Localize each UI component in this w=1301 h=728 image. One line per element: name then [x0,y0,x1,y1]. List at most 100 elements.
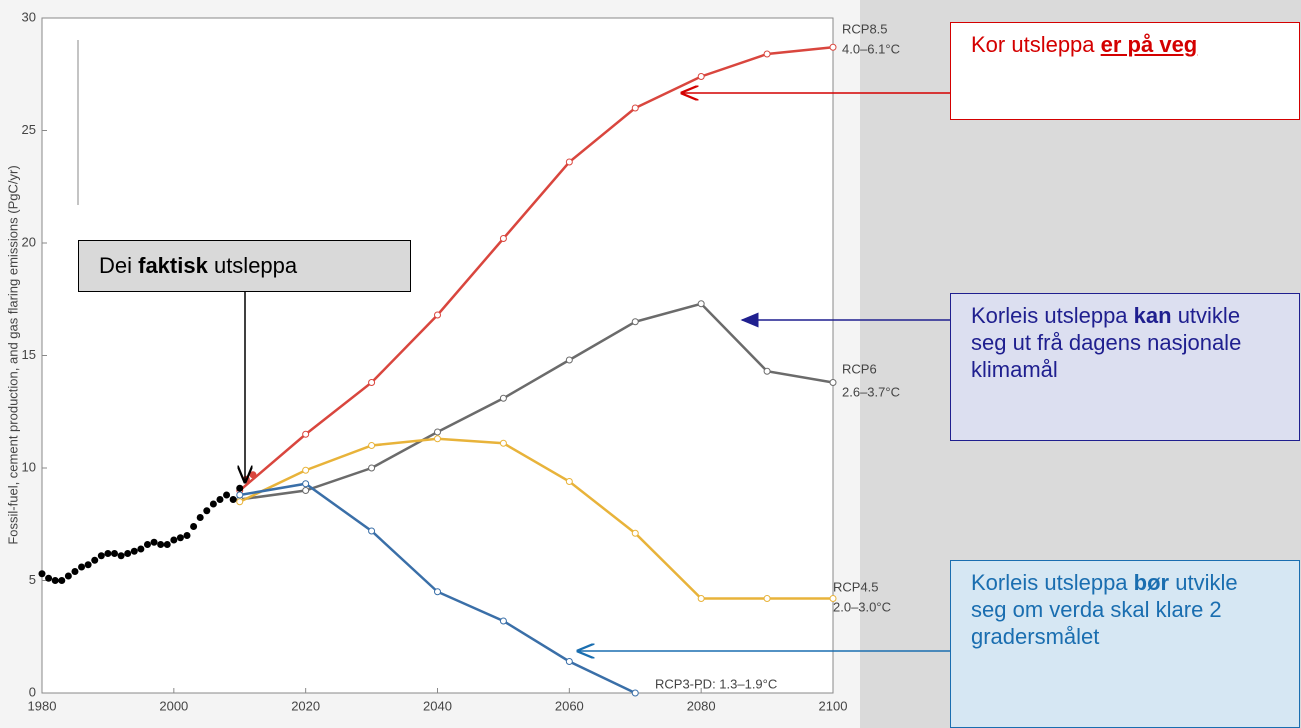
data-point [229,496,237,503]
annotation-text: kan [1133,303,1172,328]
data-point [302,480,310,488]
data-point [368,464,376,472]
series-label: RCP4.5 [833,579,879,594]
data-point [130,547,138,555]
data-point [368,442,376,449]
y-tick-label: 0 [29,684,36,699]
data-point [697,300,705,308]
data-point [631,689,639,697]
data-point [763,595,771,602]
data-point [499,235,507,242]
data-point [829,379,837,386]
data-point [434,435,441,443]
data-point [190,523,198,530]
annotation-text: bør [1133,570,1170,595]
series-line [239,302,834,501]
data-point [58,577,66,584]
data-point [829,595,837,602]
annotation-text: er på veg [1100,32,1198,57]
data-point [368,527,376,535]
data-point [111,550,119,557]
data-point [631,104,639,112]
data-point [176,534,184,542]
data-point [236,491,244,499]
annotation-text: Korleis utsleppa [971,570,1134,595]
data-point [236,484,244,492]
data-point [78,563,86,571]
data-point [368,379,376,386]
data-point [763,50,771,58]
x-tick-label: 2060 [555,698,584,713]
annotation-text: Kor utsleppa [971,32,1101,57]
x-tick-label: 2080 [687,698,716,713]
data-point [697,595,705,602]
data-point [104,550,112,557]
data-point [499,617,507,625]
data-point [143,541,151,548]
y-tick-label: 30 [22,9,36,24]
data-point [183,532,191,539]
series-range: 2.0–3.0°C [833,599,891,614]
data-point [124,550,132,557]
data-point [499,394,507,402]
series-label: RCP3-PD: 1.3–1.9°C [655,676,777,691]
data-point [302,466,310,474]
x-tick-label: 2040 [423,698,452,713]
annotation-text: Korleis utsleppa [971,303,1134,328]
data-point [196,514,204,521]
series-label: RCP6 [842,361,877,376]
annotation-text: utsleppa [207,253,298,278]
data-point [302,487,310,494]
series-label: RCP8.5 [842,21,888,36]
annotation: Kor utsleppa er på veg [950,22,1300,120]
data-point [45,574,53,582]
data-point [242,475,250,483]
x-tick-label: 2000 [159,698,188,713]
data-point [223,491,231,499]
data-point [565,478,573,485]
data-point [150,538,158,546]
data-point [137,545,145,553]
plot-frame [41,17,834,694]
data-point [631,318,639,326]
data-point [249,471,257,479]
data-point [236,498,244,506]
x-tick-label: 2020 [291,698,320,713]
y-tick-label: 20 [22,234,36,249]
series-line [239,437,833,600]
annotation-text: Dei [99,253,139,278]
data-point [216,496,224,503]
data-point [157,541,165,548]
data-point [631,529,639,537]
data-point [434,428,441,436]
data-point [829,43,837,51]
y-tick-label: 10 [22,459,36,474]
data-point [697,73,705,80]
data-point [51,577,59,584]
annotation-text: faktisk [138,253,208,278]
data-point [91,556,99,564]
data-point [209,500,217,508]
data-point [565,356,573,364]
data-point [71,568,79,575]
annotation-text: utvikle seg ut frå dagens nasjonale klim… [971,303,1248,382]
data-point [434,588,441,596]
data-point [203,507,211,515]
data-point [38,570,46,578]
data-point [84,561,92,569]
annotation-text: utvikle seg om verda skal klare 2 grader… [971,570,1244,649]
series-line [238,46,834,492]
y-tick-label: 15 [22,347,36,362]
arrows [245,93,950,651]
y-tick-label: 5 [29,572,36,587]
data-point [97,552,105,560]
data-point [499,439,507,447]
x-tick-label: 2100 [819,698,848,713]
annotation: Korleis utsleppa bør utvikle seg om verd… [950,560,1300,728]
data-point [302,430,310,438]
data-point [565,158,573,166]
series-range: 2.6–3.7°C [842,384,900,399]
data-point [565,658,573,665]
